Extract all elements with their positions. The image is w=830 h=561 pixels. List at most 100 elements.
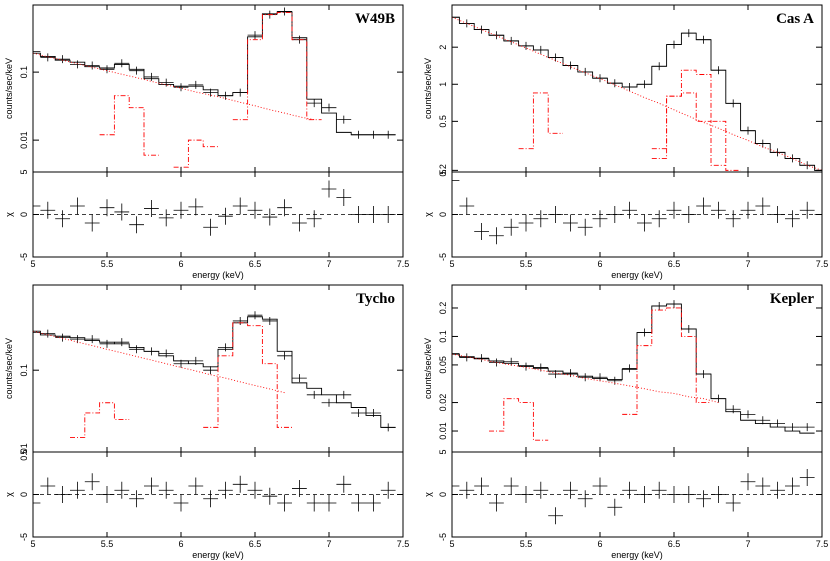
- residual-point: [218, 481, 233, 499]
- residual-point: [158, 481, 174, 499]
- y-tick-label: 0: [19, 492, 29, 497]
- residual-plot: [33, 473, 396, 512]
- data-point: [129, 345, 144, 354]
- continuum-line: [452, 353, 719, 403]
- data-point: [770, 419, 785, 428]
- continuum-line: [33, 52, 315, 121]
- line-component: [651, 69, 741, 171]
- y-tick-label: 0.05: [438, 356, 448, 374]
- line-component: [232, 12, 322, 121]
- residual-point: [622, 481, 637, 499]
- residual-point: [203, 218, 218, 236]
- residual-point: [262, 487, 278, 505]
- y-tick-label: -5: [19, 533, 29, 541]
- data-point: [592, 373, 608, 382]
- residual-point: [336, 475, 352, 493]
- residual-point: [232, 197, 248, 215]
- x-tick-label: 5: [30, 259, 35, 269]
- residual-point: [55, 210, 70, 228]
- x-tick-label: 6.5: [249, 539, 262, 549]
- residual-point: [755, 477, 771, 495]
- data-point: [336, 115, 352, 124]
- x-tick-label: 6: [178, 539, 183, 549]
- y-tick-label: 0: [19, 212, 29, 217]
- residual-axis-label: χ: [4, 492, 14, 497]
- x-tick-label: 5.5: [101, 539, 114, 549]
- x-tick-label: 7.5: [397, 259, 410, 269]
- residual-point: [188, 198, 204, 216]
- data-point: [321, 103, 337, 112]
- residual-point: [144, 200, 159, 218]
- x-tick-label: 7: [745, 259, 750, 269]
- x-tick-label: 6.5: [668, 259, 681, 269]
- residual-point: [770, 481, 785, 499]
- data-point: [336, 390, 352, 399]
- y-tick-label: -5: [19, 253, 29, 261]
- spectrum-plot: [33, 7, 396, 168]
- y-tick-label: 0.2: [438, 164, 448, 177]
- y-axis-label: counts/sec/keV: [423, 58, 433, 119]
- residual-point: [637, 214, 652, 232]
- residual-point: [459, 197, 475, 215]
- residual-point: [40, 201, 56, 219]
- x-tick-label: 7.5: [816, 539, 829, 549]
- residual-point: [247, 481, 263, 499]
- residual-point: [533, 210, 549, 228]
- y-axis-label: counts/sec/keV: [4, 338, 14, 399]
- x-tick-label: 6: [178, 259, 183, 269]
- residual-point: [114, 203, 130, 221]
- model-line: [33, 316, 396, 428]
- line-component: [489, 398, 549, 441]
- residual-point: [173, 201, 189, 219]
- y-axis-label: counts/sec/keV: [4, 58, 14, 119]
- data-point: [33, 328, 41, 337]
- residual-axis-label: χ: [423, 212, 433, 217]
- x-tick-label: 6.5: [249, 259, 262, 269]
- data-point: [114, 338, 130, 347]
- data-point: [306, 390, 322, 399]
- y-tick-label: -5: [438, 253, 448, 261]
- line-component: [99, 95, 159, 156]
- line-component: [651, 92, 726, 166]
- x-tick-label: 6: [597, 259, 602, 269]
- data-point: [70, 60, 85, 69]
- residual-point: [563, 481, 578, 499]
- residual-point: [306, 210, 322, 228]
- residual-point: [33, 494, 41, 512]
- data-point: [577, 373, 593, 382]
- spectrum-plot: [452, 13, 822, 172]
- residual-point: [262, 208, 278, 226]
- x-tick-label: 7: [326, 259, 331, 269]
- residual-point: [158, 209, 174, 227]
- data-point: [40, 329, 56, 338]
- line-component: [70, 402, 130, 439]
- y-tick-label: 5: [19, 449, 29, 454]
- residual-point: [336, 189, 352, 206]
- residual-point: [474, 477, 489, 495]
- panel: 5 5.5 6 6.5 7 7.5 energy (keV) 0.01 0.1 counts/se…: [4, 284, 409, 560]
- model-line: [452, 303, 815, 434]
- panel-title: Kepler: [770, 291, 814, 307]
- residual-point: [622, 201, 637, 219]
- residual-point: [799, 201, 815, 219]
- data-point: [247, 311, 263, 320]
- residual-point: [277, 199, 292, 217]
- data-point: [351, 408, 366, 417]
- residual-point: [114, 481, 130, 499]
- residual-point: [592, 477, 608, 495]
- residual-point: [99, 199, 115, 217]
- x-tick-label: 7: [326, 539, 331, 549]
- residual-point: [173, 494, 189, 512]
- x-tick-label: 5.5: [101, 259, 114, 269]
- data-point: [129, 66, 144, 75]
- x-tick-label: 7.5: [816, 259, 829, 269]
- residual-point: [577, 218, 593, 236]
- x-tick-label: 5: [449, 259, 454, 269]
- data-point: [188, 80, 204, 89]
- residual-point: [725, 494, 741, 512]
- residual-point: [144, 477, 159, 495]
- residual-plot: [452, 172, 822, 245]
- model-line: [33, 11, 396, 136]
- residual-point: [380, 481, 396, 499]
- y-tick-label: -5: [438, 533, 448, 541]
